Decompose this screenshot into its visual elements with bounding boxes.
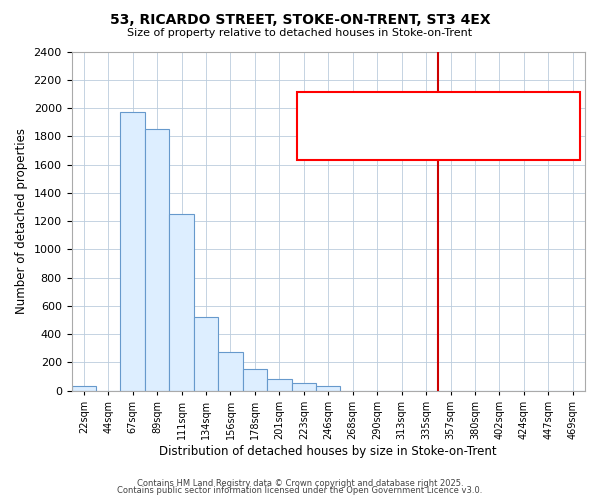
Bar	[267, 378, 292, 390]
Bar	[169, 214, 194, 390]
X-axis label: Distribution of detached houses by size in Stoke-on-Trent: Distribution of detached houses by size …	[160, 444, 497, 458]
Bar	[316, 386, 340, 390]
Bar	[292, 384, 316, 390]
Text: 53, RICARDO STREET, STOKE-ON-TRENT, ST3 4EX: 53, RICARDO STREET, STOKE-ON-TRENT, ST3 …	[110, 12, 490, 26]
Bar	[218, 352, 242, 391]
Text: Contains public sector information licensed under the Open Government Licence v3: Contains public sector information licen…	[118, 486, 482, 495]
Y-axis label: Number of detached properties: Number of detached properties	[15, 128, 28, 314]
Text: Size of property relative to detached houses in Stoke-on-Trent: Size of property relative to detached ho…	[127, 28, 473, 38]
Bar	[194, 317, 218, 390]
Bar	[121, 112, 145, 390]
Bar	[145, 129, 169, 390]
Bar	[242, 370, 267, 390]
Text: Contains HM Land Registry data © Crown copyright and database right 2025.: Contains HM Land Registry data © Crown c…	[137, 478, 463, 488]
Bar	[71, 386, 96, 390]
